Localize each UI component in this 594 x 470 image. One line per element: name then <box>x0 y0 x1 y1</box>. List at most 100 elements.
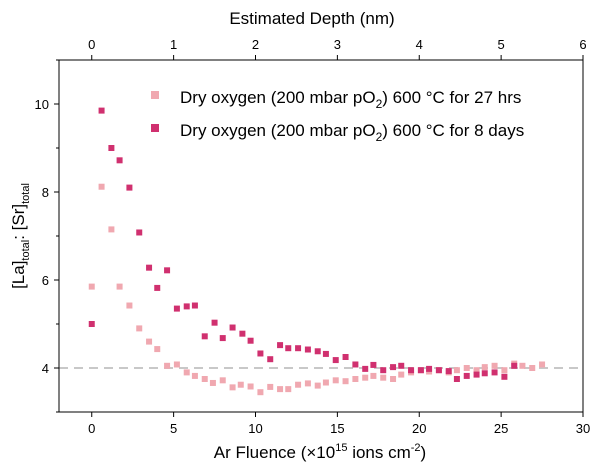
data-point-series-2 <box>380 367 387 374</box>
data-point-series-2 <box>295 345 302 352</box>
data-point-series-1 <box>304 380 311 387</box>
data-point-series-2 <box>453 376 460 382</box>
data-point-series-2 <box>501 373 508 380</box>
data-point-series-2 <box>304 346 311 353</box>
data-point-series-2 <box>211 319 218 326</box>
top-tick-label: 3 <box>334 37 341 52</box>
data-point-series-2 <box>201 333 208 340</box>
y-tick-label: 10 <box>35 97 49 112</box>
data-point-series-2 <box>398 362 405 369</box>
data-point-series-1 <box>539 361 546 368</box>
y-axis-title-a-sub: total <box>20 240 32 261</box>
data-point-series-2 <box>229 324 236 331</box>
data-point-series-2 <box>98 107 105 114</box>
data-point-series-1 <box>501 367 508 374</box>
data-point-series-1 <box>453 367 460 374</box>
data-point-series-2 <box>370 361 377 368</box>
x-tick-label: 5 <box>170 421 177 436</box>
data-point-series-2 <box>473 371 480 378</box>
x-axis-title-sup: 15 <box>335 442 347 454</box>
x-axis-title: Ar Fluence (×1015 ions cm-2) <box>214 442 426 462</box>
x-tick-label: 30 <box>576 421 590 436</box>
data-point-series-2 <box>314 348 321 355</box>
data-point-series-2 <box>183 303 190 310</box>
data-point-series-2 <box>108 145 115 151</box>
data-point-series-1 <box>136 325 143 332</box>
data-point-series-1 <box>398 371 405 378</box>
data-point-series-1 <box>237 381 244 388</box>
data-point-series-1 <box>108 226 115 233</box>
data-point-series-1 <box>332 377 339 384</box>
data-point-series-1 <box>164 362 171 369</box>
data-point-series-1 <box>285 386 292 393</box>
data-point-series-1 <box>146 338 153 345</box>
data-point-series-2 <box>445 368 452 375</box>
data-point-series-1 <box>116 283 123 290</box>
data-point-series-2 <box>277 342 284 349</box>
data-point-series-2 <box>426 365 433 372</box>
top-tick-label: 6 <box>579 37 586 52</box>
data-point-series-1 <box>191 372 198 379</box>
data-point-series-1 <box>295 381 302 388</box>
data-point-series-2 <box>417 367 424 374</box>
data-point-series-1 <box>277 386 284 393</box>
data-point-series-2 <box>116 157 123 164</box>
data-point-series-1 <box>342 378 349 385</box>
data-point-series-2 <box>173 305 180 312</box>
x-axis-title-end: ) <box>421 443 427 462</box>
data-point-series-2 <box>435 367 442 374</box>
data-point-series-2 <box>362 365 369 372</box>
data-point-series-1 <box>529 365 536 371</box>
data-point-series-1 <box>463 365 470 371</box>
data-point-series-1 <box>247 383 254 390</box>
legend-label-27hrs: Dry oxygen (200 mbar pO2) 600 °C for 27 … <box>180 88 521 111</box>
data-point-series-1 <box>362 374 369 381</box>
data-point-series-2 <box>285 345 292 352</box>
data-point-series-2 <box>352 361 359 368</box>
y-axis-title: [La]total: [Sr]total <box>9 183 32 289</box>
legend-marker-8days <box>151 124 159 132</box>
data-point-series-2 <box>257 350 264 357</box>
data-point-series-2 <box>342 354 349 360</box>
data-point-series-1 <box>219 377 226 384</box>
data-point-series-1 <box>390 376 397 382</box>
data-point-series-2 <box>481 370 488 377</box>
data-point-series-2 <box>247 337 254 344</box>
data-point-series-1 <box>491 362 498 369</box>
x-axis-title-main: Ar Fluence (×10 <box>214 443 335 462</box>
data-point-series-2 <box>390 364 397 371</box>
data-point-series-1 <box>88 283 95 290</box>
top-tick-label: 2 <box>252 37 259 52</box>
data-point-series-2 <box>463 372 470 379</box>
legend: Dry oxygen (200 mbar pO2) 600 °C for 27 … <box>151 88 524 144</box>
data-point-series-2 <box>491 369 498 376</box>
plot-frame <box>58 59 584 413</box>
top-axis-title: Estimated Depth (nm) <box>229 9 394 28</box>
top-tick-label: 0 <box>88 37 95 52</box>
x-tick-label: 20 <box>412 421 426 436</box>
data-point-series-1 <box>126 302 133 309</box>
data-point-series-2 <box>146 264 153 271</box>
data-point-series-2 <box>136 229 143 236</box>
legend-marker-27hrs <box>151 91 159 99</box>
y-axis-title-b-sub: total <box>20 183 32 204</box>
data-point-series-1 <box>257 389 264 396</box>
x-tick-label: 25 <box>494 421 508 436</box>
data-point-series-2 <box>154 284 161 291</box>
data-point-series-2 <box>126 184 133 191</box>
data-point-series-1 <box>173 361 180 368</box>
data-point-series-2 <box>239 330 246 337</box>
data-point-series-2 <box>88 321 95 327</box>
data-point-series-1 <box>154 346 161 353</box>
top-tick-label: 4 <box>416 37 423 52</box>
data-point-series-1 <box>370 372 377 379</box>
data-point-series-1 <box>519 362 526 369</box>
data-point-series-1 <box>183 369 190 376</box>
data-point-series-1 <box>352 376 359 382</box>
x-axis-title-rest: ions cm <box>347 443 410 462</box>
x-axis-title-sup2: -2 <box>411 442 421 454</box>
data-point-series-1 <box>201 376 208 382</box>
data-point-series-2 <box>322 350 329 357</box>
x-tick-label: 0 <box>88 421 95 436</box>
